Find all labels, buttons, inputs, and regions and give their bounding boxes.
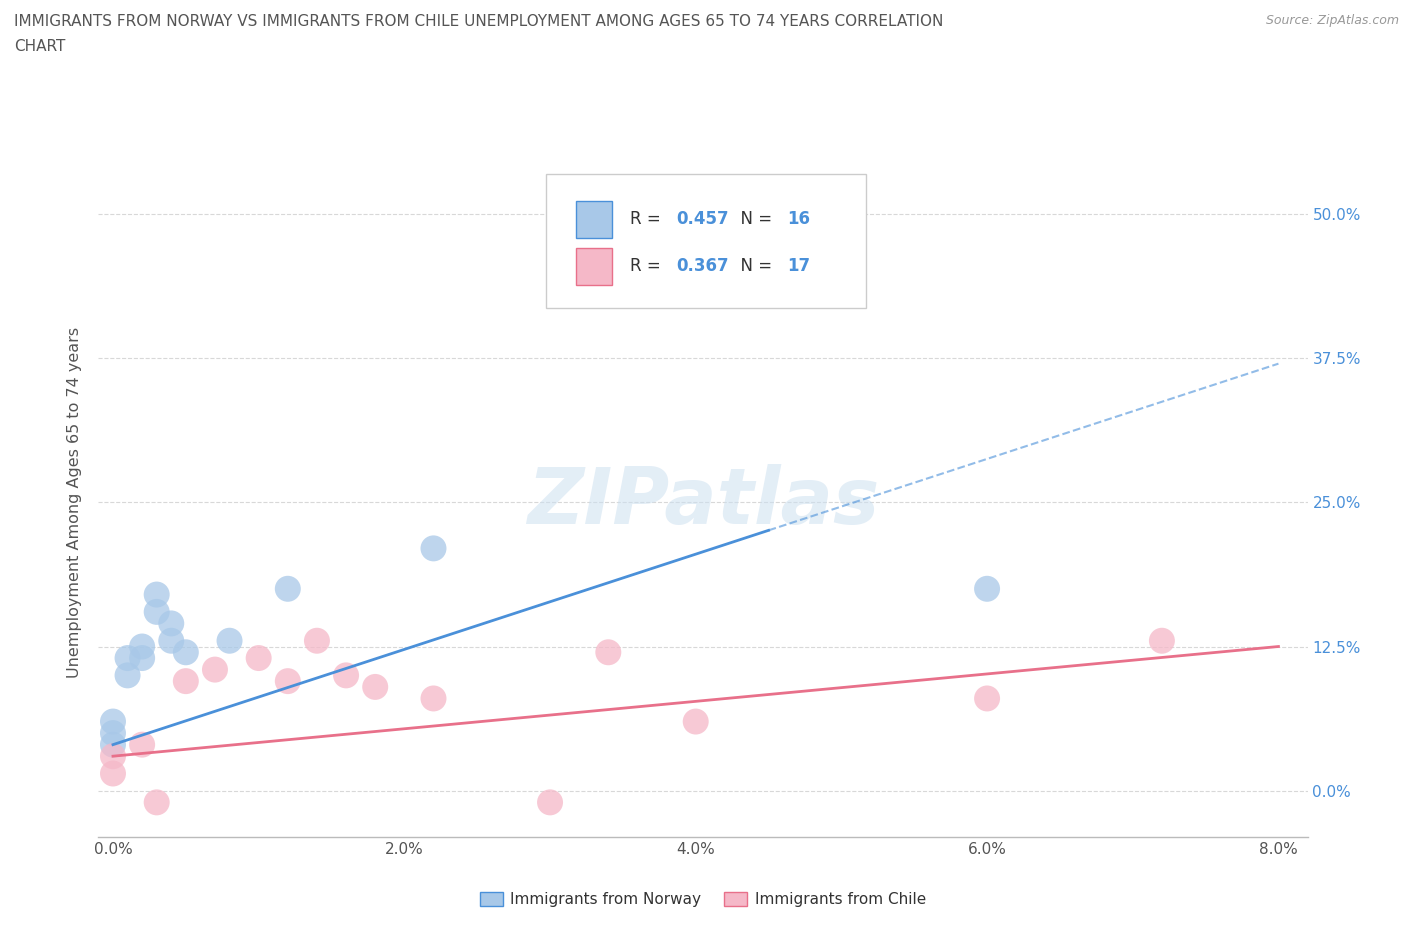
Point <box>160 616 183 631</box>
Y-axis label: Unemployment Among Ages 65 to 74 years: Unemployment Among Ages 65 to 74 years <box>67 326 83 678</box>
Point <box>976 581 998 596</box>
Point <box>174 673 197 688</box>
Point <box>305 633 328 648</box>
Text: N =: N = <box>730 258 778 275</box>
Bar <box>576 247 613 285</box>
Point <box>204 662 226 677</box>
Text: R =: R = <box>630 210 666 228</box>
Point <box>538 795 561 810</box>
Text: 0.367: 0.367 <box>676 258 730 275</box>
Text: CHART: CHART <box>14 39 66 54</box>
Text: R =: R = <box>630 258 666 275</box>
Point <box>422 691 444 706</box>
Point <box>277 581 299 596</box>
Point <box>131 737 153 752</box>
Text: 17: 17 <box>787 258 811 275</box>
Point <box>101 737 124 752</box>
Point <box>976 691 998 706</box>
Point <box>101 749 124 764</box>
Point <box>145 795 167 810</box>
Point <box>117 651 139 666</box>
Point <box>117 668 139 683</box>
Point <box>1150 633 1173 648</box>
Text: 16: 16 <box>787 210 811 228</box>
Text: 0.457: 0.457 <box>676 210 730 228</box>
Text: IMMIGRANTS FROM NORWAY VS IMMIGRANTS FROM CHILE UNEMPLOYMENT AMONG AGES 65 TO 74: IMMIGRANTS FROM NORWAY VS IMMIGRANTS FRO… <box>14 14 943 29</box>
Point <box>174 644 197 659</box>
Point <box>145 604 167 619</box>
Bar <box>576 201 613 238</box>
Legend: Immigrants from Norway, Immigrants from Chile: Immigrants from Norway, Immigrants from … <box>474 885 932 913</box>
Text: Source: ZipAtlas.com: Source: ZipAtlas.com <box>1265 14 1399 27</box>
Point <box>101 714 124 729</box>
Point <box>145 587 167 602</box>
Point <box>277 673 299 688</box>
Point <box>101 766 124 781</box>
Text: ZIPatlas: ZIPatlas <box>527 464 879 540</box>
Point <box>685 714 707 729</box>
Point <box>160 633 183 648</box>
Point <box>101 725 124 740</box>
FancyBboxPatch shape <box>546 174 866 308</box>
Text: N =: N = <box>730 210 778 228</box>
Point <box>131 651 153 666</box>
Point <box>335 668 357 683</box>
Point <box>364 680 387 695</box>
Point <box>218 633 240 648</box>
Point <box>247 651 270 666</box>
Point <box>422 541 444 556</box>
Point <box>131 639 153 654</box>
Point <box>598 644 620 659</box>
